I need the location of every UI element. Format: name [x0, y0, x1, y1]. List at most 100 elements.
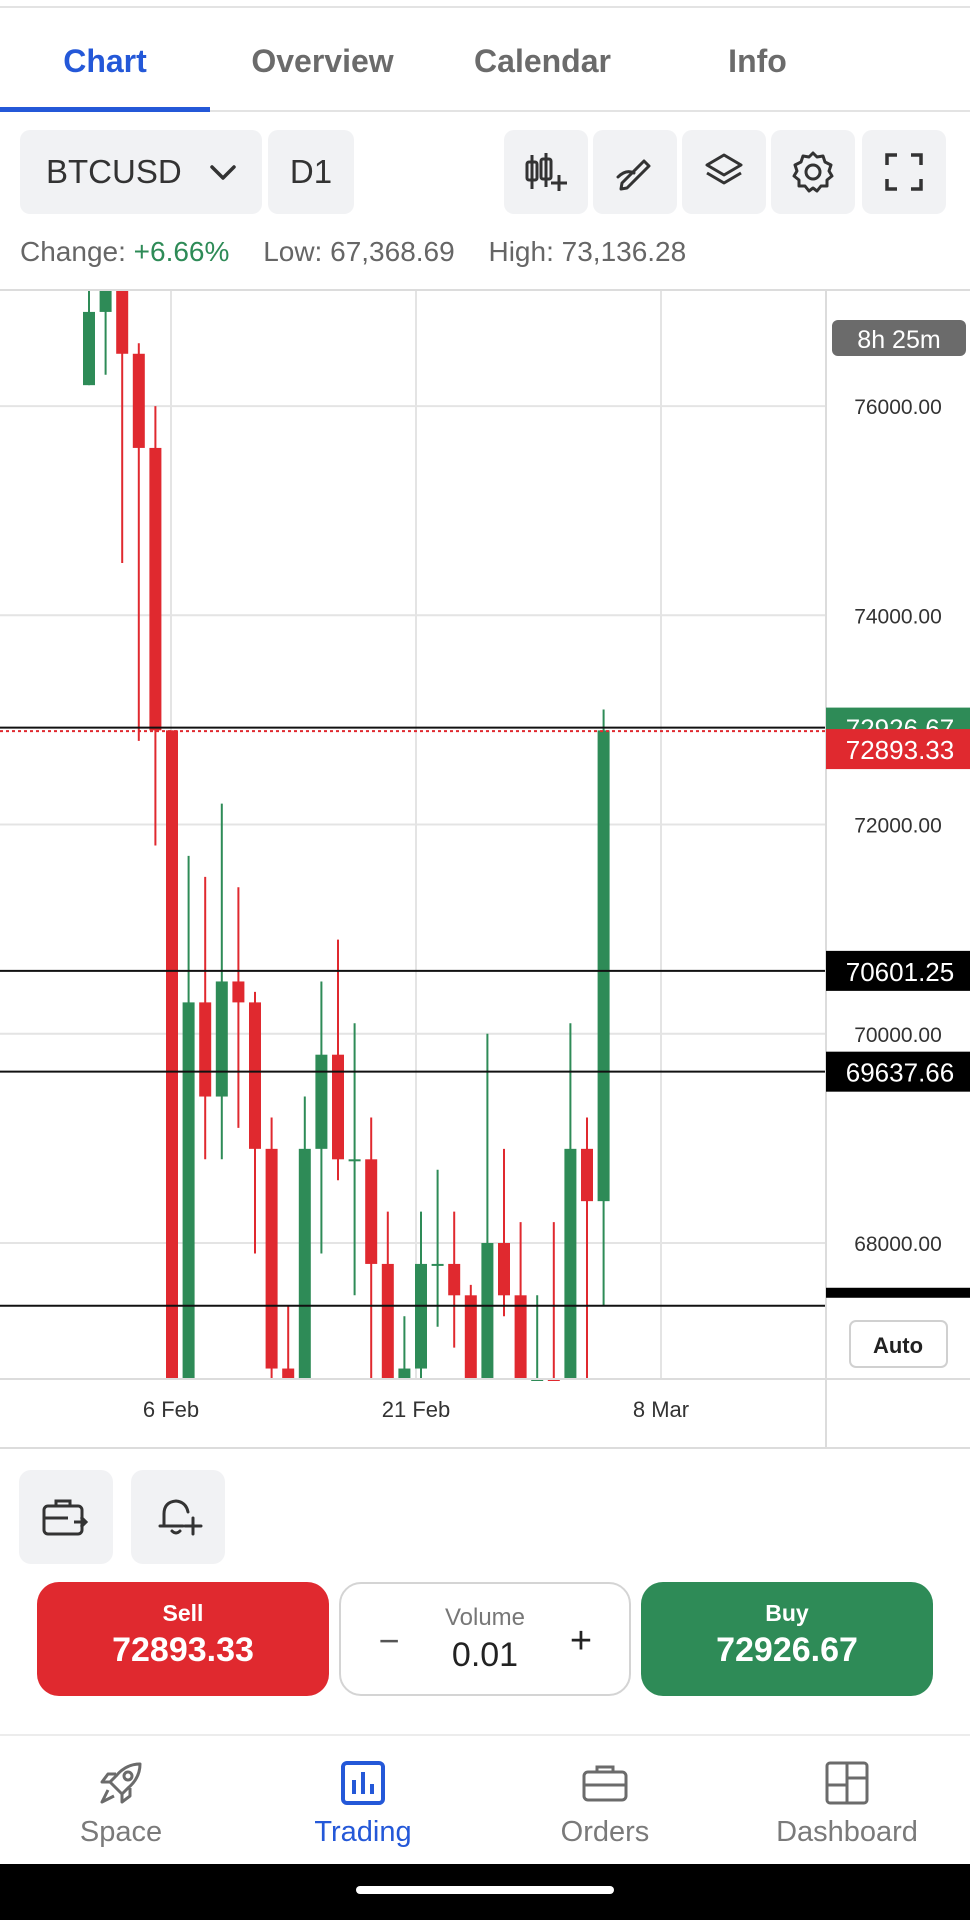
tab-overview-label: Overview — [251, 42, 394, 79]
indicators-button[interactable] — [504, 130, 588, 214]
draw-button[interactable] — [593, 130, 677, 214]
candle-body — [149, 447, 162, 731]
dashboard-icon — [825, 1761, 869, 1805]
y-tick-label: 74000.00 — [854, 605, 942, 628]
y-tick-label: 76000.00 — [854, 396, 942, 419]
indicators-icon — [525, 153, 567, 191]
candle-body — [166, 730, 178, 1379]
y-tick-label: 68000.00 — [854, 1233, 942, 1256]
y-tick-label: 72000.00 — [854, 815, 942, 838]
sell-button[interactable]: Sell 72893.33 — [37, 1582, 329, 1696]
level-price-label: 70601.25 — [846, 957, 954, 987]
buy-price: 72926.67 — [716, 1631, 858, 1669]
bar-chart-icon — [341, 1761, 385, 1805]
candle-body — [83, 311, 95, 386]
rocket-icon — [100, 1762, 142, 1804]
timeframe-label: D1 — [289, 153, 333, 190]
sell-label: Sell — [162, 1600, 204, 1626]
low-value: 67,368.69 — [330, 236, 455, 267]
candle-body — [448, 1263, 461, 1296]
bid-price-badge — [826, 729, 970, 770]
fullscreen-button[interactable] — [862, 130, 946, 214]
buy-button[interactable]: Buy 72926.67 — [641, 1582, 933, 1696]
volume-input[interactable]: 0.01 — [451, 1636, 519, 1674]
nav-trading[interactable]: Trading — [242, 1736, 484, 1866]
candle-body — [315, 1054, 328, 1149]
nav-dashboard-label: Dashboard — [776, 1816, 918, 1848]
fullscreen-icon — [885, 153, 923, 191]
candle-body — [182, 1002, 195, 1379]
price-chart[interactable]: 76000.00 74000.00 72000.00 70000.00 68000.00… — [0, 289, 970, 1449]
candle-body — [132, 353, 145, 448]
candle-body — [265, 1148, 278, 1369]
candle-body — [415, 1263, 427, 1369]
nav-trading-label: Trading — [314, 1816, 412, 1848]
positions-button[interactable] — [19, 1470, 113, 1564]
candle-body — [597, 730, 610, 1202]
candle-body — [365, 1159, 378, 1264]
draw-icon — [616, 159, 651, 191]
nav-orders-label: Orders — [560, 1816, 650, 1848]
symbol-selector[interactable]: BTCUSD — [20, 130, 262, 214]
nav-dashboard[interactable]: Dashboard — [726, 1736, 968, 1866]
nav-orders[interactable]: Orders — [484, 1736, 726, 1866]
sell-price: 72893.33 — [112, 1631, 254, 1669]
candle-body — [498, 1243, 510, 1296]
gear-icon — [792, 151, 834, 193]
candle-body — [381, 1263, 394, 1379]
price-axis-bg — [826, 291, 970, 1379]
briefcase-transfer-icon — [42, 1499, 89, 1536]
timeframe-selector[interactable]: D1 — [268, 130, 354, 214]
auto-scale-button — [849, 1320, 948, 1368]
settings-button[interactable] — [771, 130, 855, 214]
layers-button[interactable] — [682, 130, 766, 214]
high-value: 73,136.28 — [561, 236, 687, 267]
status-bar — [0, 0, 970, 8]
volume-decrease-button[interactable]: − — [378, 1620, 400, 1661]
change-value: +6.66% — [133, 236, 230, 267]
x-tick-label: 8 Mar — [633, 1397, 689, 1422]
tab-overview[interactable]: Overview — [215, 10, 430, 112]
tab-calendar-label: Calendar — [474, 42, 611, 79]
candle-body — [282, 1368, 295, 1379]
change-label: Change: — [20, 236, 126, 267]
tab-chart-label: Chart — [63, 42, 147, 79]
home-indicator[interactable] — [356, 1886, 614, 1894]
auto-scale-label: Auto — [873, 1333, 923, 1358]
candle-body — [215, 981, 228, 1097]
tab-calendar[interactable]: Calendar — [435, 10, 650, 112]
candle-body — [332, 1054, 344, 1160]
tab-chart[interactable]: Chart — [0, 10, 210, 112]
active-tab-indicator — [0, 107, 210, 112]
gesture-bar — [0, 1864, 970, 1920]
buy-label: Buy — [765, 1600, 809, 1626]
bell-plus-icon — [158, 1499, 203, 1536]
symbol-label: BTCUSD — [46, 153, 182, 190]
x-tick-label: 21 Feb — [382, 1397, 451, 1422]
bid-price-label: 72893.33 — [846, 735, 954, 765]
top-tabs: Chart Overview Calendar Info — [0, 10, 970, 112]
candle-body — [398, 1368, 411, 1379]
candle-body — [116, 291, 129, 354]
briefcase-icon — [582, 1765, 628, 1802]
candle-body — [348, 1159, 361, 1162]
price-stats: Change: +6.66% Low: 67,368.69 High: 73,1… — [20, 236, 686, 268]
volume-label: Volume — [444, 1604, 526, 1631]
tab-info-label: Info — [728, 42, 787, 79]
level-price-label: 69637.66 — [846, 1058, 954, 1088]
volume-increase-button[interactable]: + — [569, 1619, 593, 1662]
trade-panel: Sell 72893.33 − Volume 0.01 + Buy 72926.… — [0, 1582, 970, 1696]
candle-body — [232, 981, 245, 1003]
candle-body — [249, 1002, 261, 1149]
nav-space[interactable]: Space — [0, 1736, 242, 1866]
tab-info[interactable]: Info — [650, 10, 865, 112]
chart-toolbar: BTCUSD D1 — [0, 130, 970, 216]
candle-body — [99, 291, 112, 312]
y-tick-label: 70000.00 — [854, 1024, 942, 1047]
level-price-badge — [826, 950, 970, 991]
candlestick-chart[interactable]: 76000.00 74000.00 72000.00 70000.00 68000.00… — [0, 291, 970, 1447]
candle-body — [298, 1148, 311, 1379]
nav-space-label: Space — [79, 1816, 163, 1848]
low-label: Low: — [263, 236, 323, 267]
alerts-button[interactable] — [131, 1470, 225, 1564]
